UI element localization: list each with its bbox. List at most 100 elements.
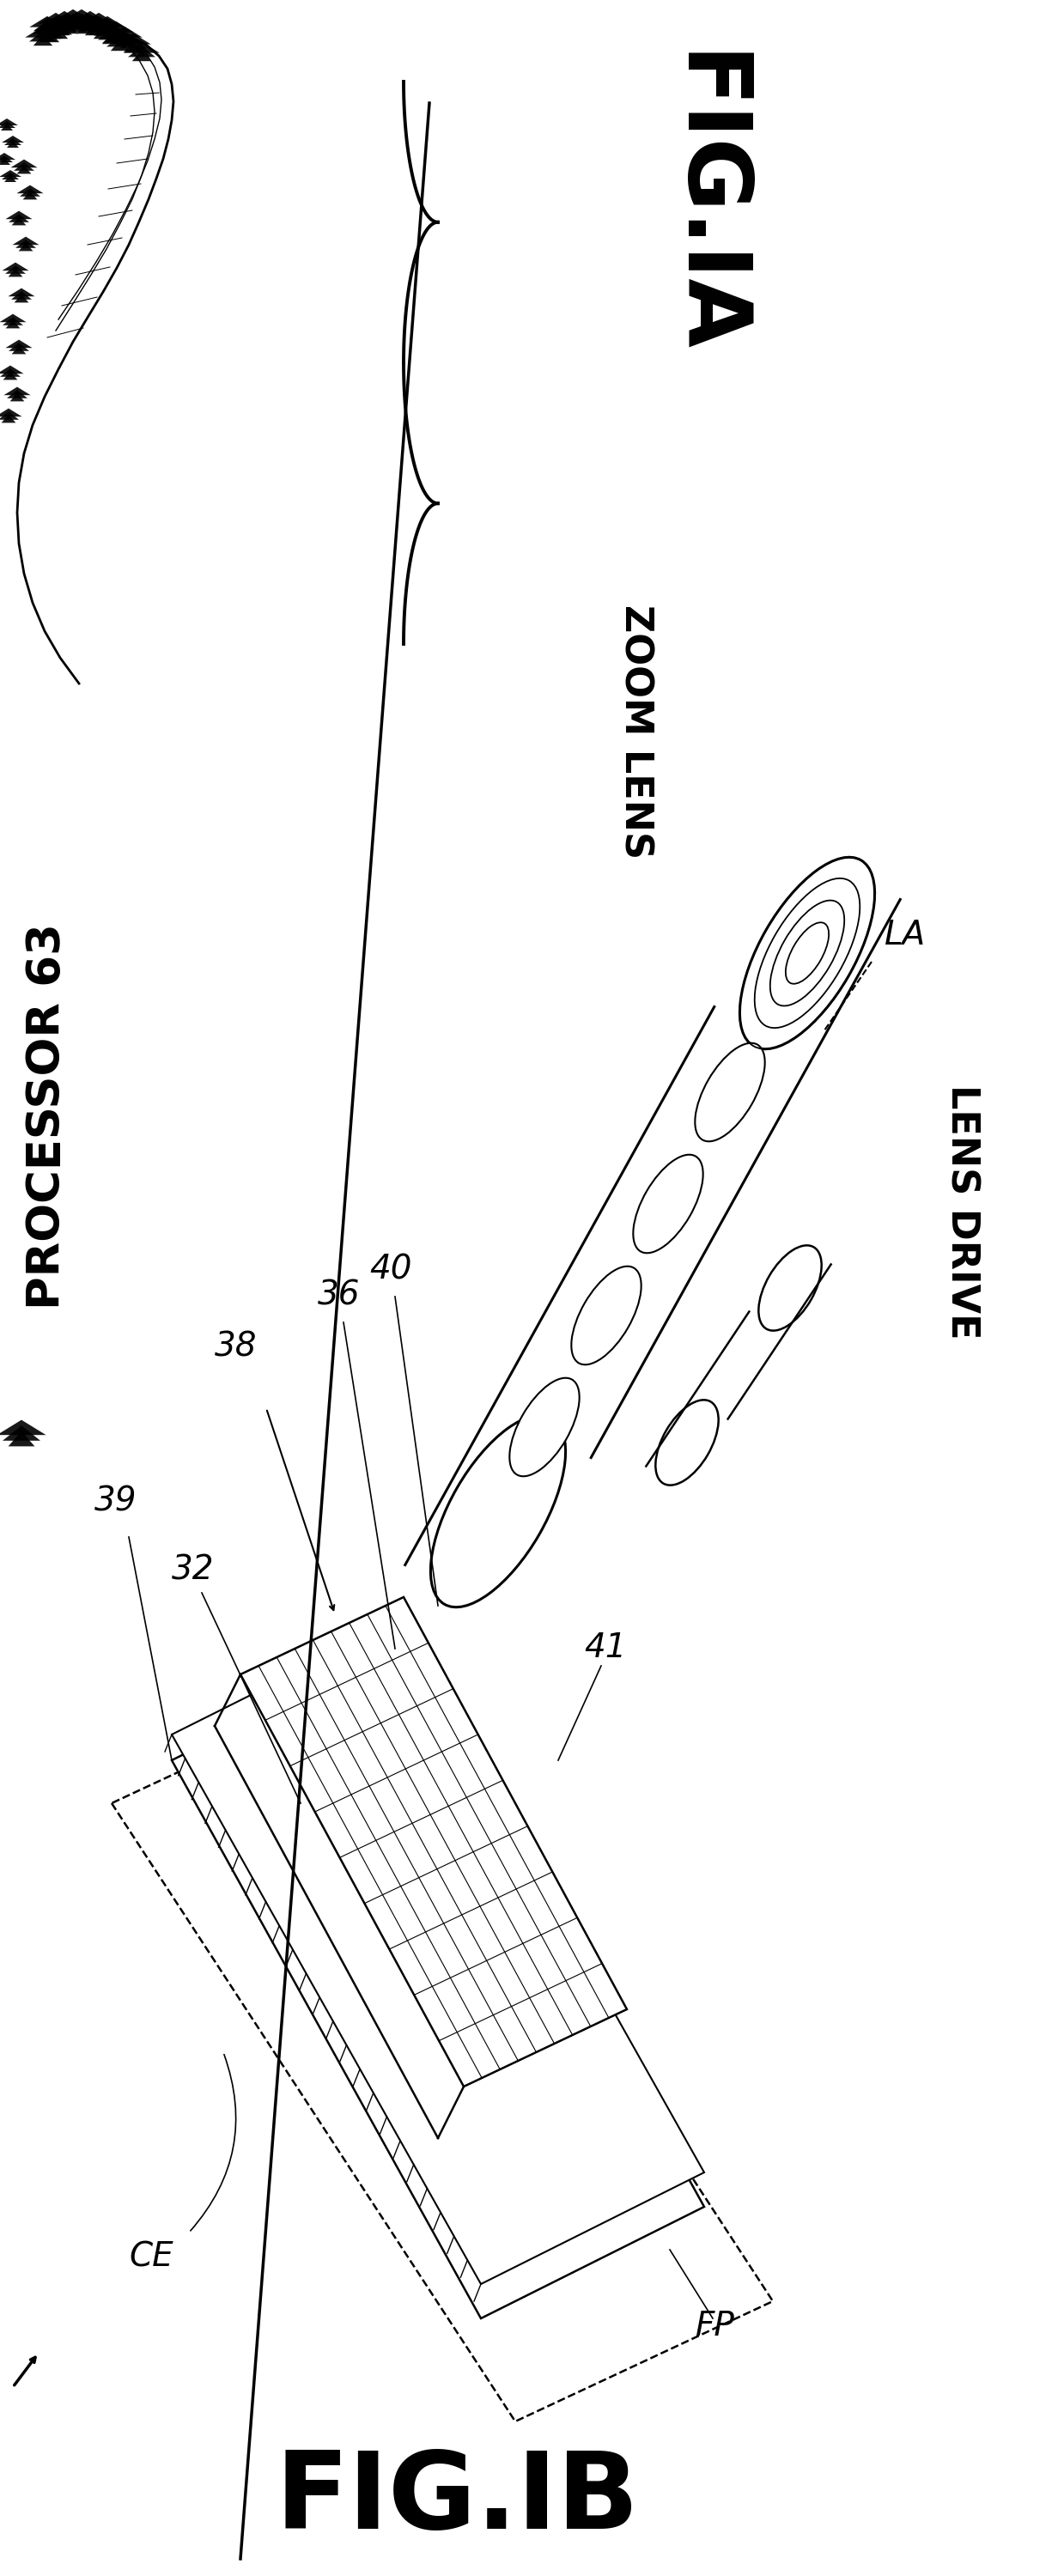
Polygon shape (33, 21, 61, 31)
Polygon shape (85, 21, 121, 31)
Polygon shape (0, 366, 23, 374)
Polygon shape (12, 216, 27, 224)
Ellipse shape (739, 858, 875, 1048)
Polygon shape (3, 371, 17, 379)
Polygon shape (20, 188, 40, 196)
Polygon shape (14, 162, 34, 170)
Polygon shape (50, 23, 70, 36)
Polygon shape (4, 139, 21, 144)
Polygon shape (14, 294, 29, 301)
Polygon shape (72, 18, 100, 28)
Polygon shape (9, 1432, 35, 1445)
Polygon shape (46, 21, 66, 31)
Polygon shape (45, 23, 72, 33)
Polygon shape (51, 15, 78, 26)
Polygon shape (0, 121, 16, 129)
Polygon shape (106, 26, 143, 39)
Polygon shape (26, 26, 61, 39)
Polygon shape (55, 10, 90, 21)
Text: 39: 39 (95, 1486, 137, 1517)
Polygon shape (102, 26, 130, 36)
Text: FP: FP (696, 2311, 735, 2342)
Polygon shape (9, 343, 29, 350)
Polygon shape (81, 21, 109, 31)
Polygon shape (5, 319, 20, 327)
Polygon shape (171, 1649, 704, 2318)
Polygon shape (64, 18, 92, 28)
Ellipse shape (695, 1043, 765, 1141)
Polygon shape (123, 41, 160, 54)
Polygon shape (72, 10, 109, 23)
Polygon shape (2, 263, 29, 270)
Polygon shape (2, 137, 24, 142)
Polygon shape (0, 157, 11, 165)
Polygon shape (68, 21, 87, 31)
Ellipse shape (655, 1399, 718, 1486)
Polygon shape (33, 33, 52, 46)
Polygon shape (54, 18, 74, 31)
Polygon shape (9, 214, 29, 222)
Polygon shape (47, 10, 82, 23)
Polygon shape (9, 289, 35, 296)
Polygon shape (171, 1623, 704, 2285)
Polygon shape (72, 18, 92, 28)
Polygon shape (1, 124, 13, 131)
Text: 32: 32 (171, 1553, 214, 1587)
Polygon shape (81, 18, 100, 31)
Polygon shape (9, 268, 22, 276)
Polygon shape (32, 23, 68, 33)
Ellipse shape (633, 1154, 703, 1252)
Polygon shape (37, 23, 56, 36)
Ellipse shape (510, 1378, 580, 1476)
Polygon shape (102, 31, 138, 44)
Polygon shape (119, 39, 147, 49)
Polygon shape (64, 10, 99, 21)
Polygon shape (111, 31, 138, 41)
Polygon shape (106, 36, 134, 46)
Polygon shape (2, 317, 23, 325)
Text: 41: 41 (584, 1631, 627, 1664)
Ellipse shape (431, 1414, 566, 1607)
Polygon shape (47, 21, 73, 31)
Polygon shape (94, 26, 130, 36)
Polygon shape (85, 18, 113, 28)
Polygon shape (0, 155, 13, 162)
Polygon shape (81, 13, 117, 23)
Text: LA: LA (884, 920, 926, 951)
Polygon shape (115, 33, 134, 46)
Polygon shape (4, 386, 31, 394)
Polygon shape (68, 15, 103, 26)
Polygon shape (17, 185, 44, 193)
Polygon shape (41, 28, 61, 39)
Polygon shape (77, 15, 113, 28)
Text: 38: 38 (215, 1332, 257, 1363)
Polygon shape (64, 18, 83, 28)
Text: FIG.IA: FIG.IA (661, 52, 748, 355)
Polygon shape (10, 394, 24, 402)
Polygon shape (123, 41, 143, 52)
Polygon shape (5, 340, 32, 348)
Polygon shape (6, 142, 19, 147)
Polygon shape (16, 240, 36, 247)
Polygon shape (2, 173, 19, 180)
Polygon shape (89, 21, 109, 31)
Polygon shape (11, 291, 32, 299)
Polygon shape (22, 191, 37, 198)
Polygon shape (0, 152, 16, 160)
Polygon shape (0, 170, 21, 178)
Polygon shape (60, 13, 95, 23)
Polygon shape (38, 13, 73, 23)
Polygon shape (128, 46, 155, 57)
Polygon shape (5, 211, 32, 219)
Polygon shape (5, 265, 26, 273)
Polygon shape (55, 18, 82, 28)
Polygon shape (17, 165, 31, 173)
Polygon shape (89, 15, 126, 28)
Text: ZOOM LENS: ZOOM LENS (617, 605, 654, 858)
Text: LENS DRIVE: LENS DRIVE (944, 1084, 980, 1340)
Polygon shape (13, 237, 39, 245)
Polygon shape (40, 31, 60, 41)
Polygon shape (0, 368, 20, 376)
Polygon shape (106, 28, 126, 41)
Polygon shape (89, 23, 117, 33)
